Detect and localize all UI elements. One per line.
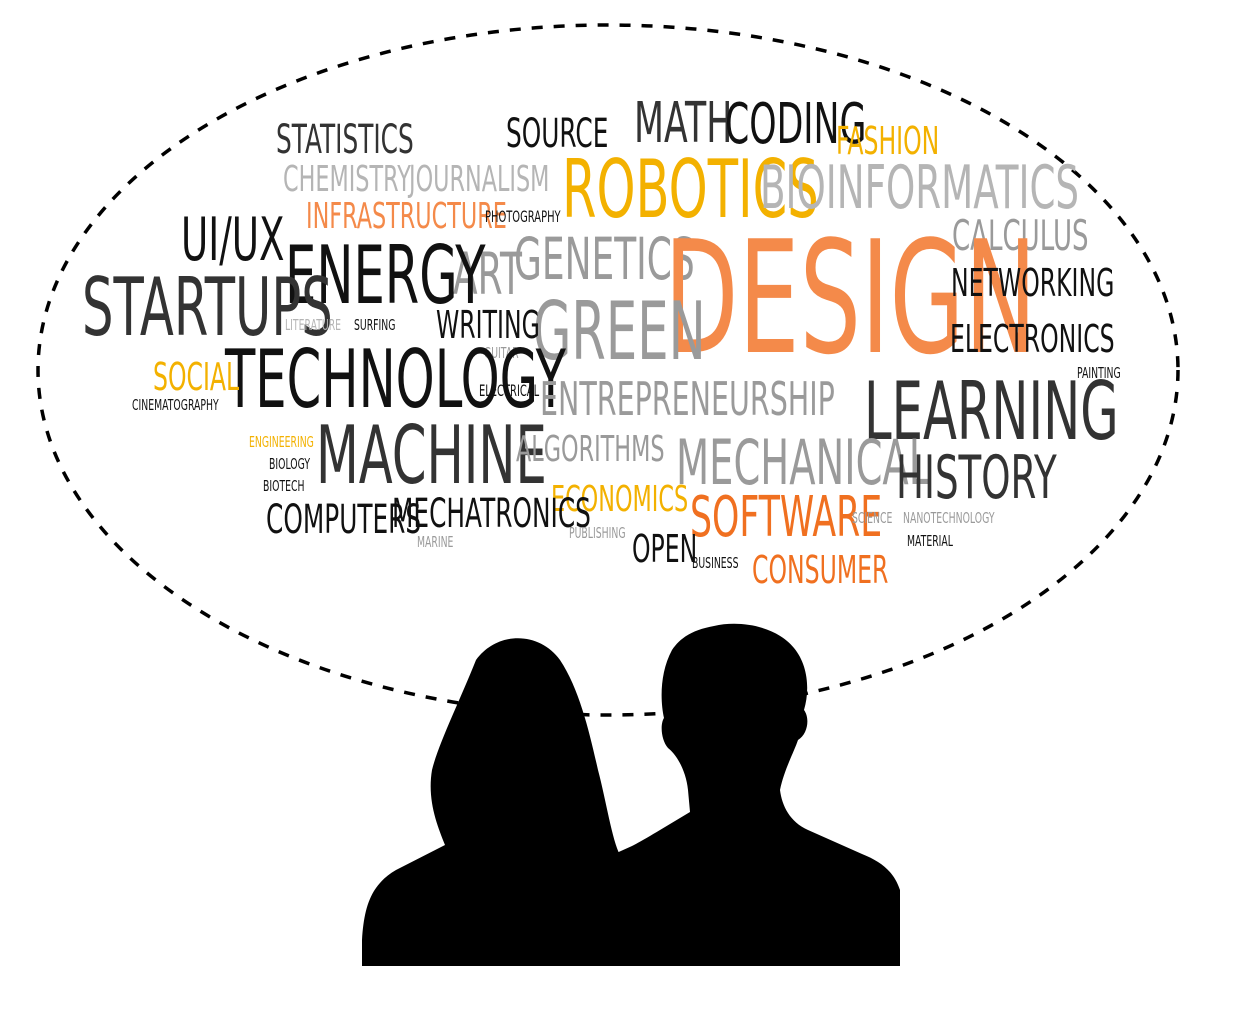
word-genetics: GENETICS (514, 225, 695, 293)
word-science: SCIENCE (852, 509, 893, 527)
word-startups: STARTUPS (82, 261, 333, 354)
word-mechatronics: MECHATRONICS (392, 491, 591, 537)
word-journalism: JOURNALISM (409, 159, 550, 200)
word-statistics: STATISTICS (276, 117, 414, 163)
word-algorithms: ALGORITHMS (516, 429, 665, 470)
word-biotech: BIOTECH (263, 477, 305, 495)
word-art: ART (453, 240, 522, 308)
word-source: SOURCE (506, 111, 609, 157)
word-engineering: ENGINEERING (249, 433, 314, 451)
word-entrepreneurship: ENTREPRENEURSHIP (540, 372, 835, 426)
word-literature: LITERATURE (285, 316, 342, 334)
word-surfing: SURFING (354, 316, 396, 334)
word-photography: PHOTOGRAPHY (485, 207, 561, 226)
word-software: SOFTWARE (690, 485, 883, 550)
word-guitar: GUITAR (484, 344, 519, 362)
man-silhouette-icon (585, 623, 900, 966)
word-green: GREEN (533, 285, 706, 378)
word-ui-ux: UI/UX (181, 205, 285, 275)
word-energy: ENERGY (285, 229, 486, 322)
word-mechanical: MECHANICAL (676, 426, 931, 499)
word-material: MATERIAL (907, 532, 953, 550)
word-nanotechnology: NANOTECHNOLOGY (903, 509, 995, 527)
word-robotics: ROBOTICS (562, 143, 819, 236)
word-computers: COMPUTERS (266, 497, 422, 543)
word-math: MATH (634, 91, 733, 156)
word-cinematography: CINEMATOGRAPHY (132, 396, 219, 414)
word-fashion: FASHION (836, 119, 940, 163)
word-publishing: PUBLISHING (569, 524, 626, 542)
word-economics: ECONOMICS (551, 479, 689, 520)
word-technology: TECHNOLOGY (225, 333, 566, 426)
word-writing: WRITING (436, 303, 540, 347)
word-calculus: CALCULUS (952, 211, 1089, 260)
word-marine: MARINE (417, 533, 454, 551)
word-coding: CODING (725, 92, 867, 157)
word-open: OPEN (632, 527, 698, 571)
woman-silhouette-icon (362, 638, 620, 966)
word-consumer: CONSUMER (752, 548, 889, 592)
word-machine: MACHINE (316, 409, 547, 502)
word-painting: PAINTING (1077, 364, 1121, 382)
word-electronics: ELECTRONICS (950, 317, 1115, 361)
word-business: BUSINESS (692, 554, 739, 572)
thought-bubble-outline (36, 23, 1180, 717)
word-infrastructure: INFRASTRUCTURE (306, 196, 507, 237)
word-chemistry: CHEMISTRY (283, 159, 411, 200)
word-design: DESIGN (664, 207, 1037, 389)
word-social: SOCIAL (153, 355, 240, 399)
word-biology: BIOLOGY (269, 455, 311, 473)
word-electrical: ELECTRICAL (479, 381, 540, 400)
word-learning: LEARNING (864, 365, 1119, 458)
word-networking: NETWORKING (951, 261, 1115, 305)
word-history: HISTORY (896, 443, 1057, 513)
word-bioinformatics: BIOINFORMATICS (760, 153, 1080, 223)
